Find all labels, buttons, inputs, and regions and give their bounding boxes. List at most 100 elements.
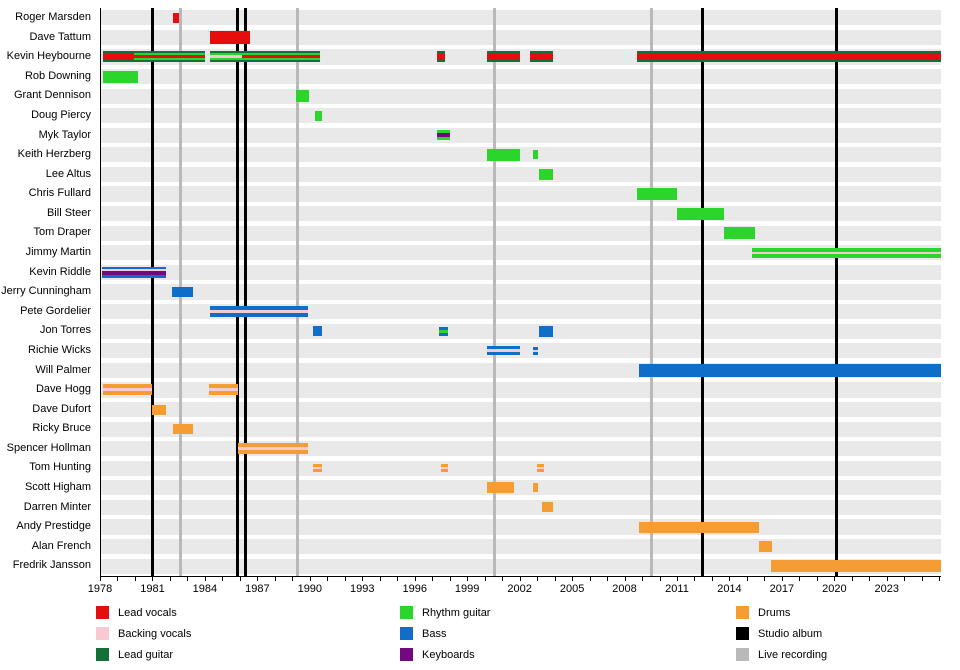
stripe-darkgreen: [636, 51, 941, 55]
stripe-darkgreen: [487, 59, 520, 63]
stripe-darkgreen: [210, 51, 242, 54]
row-band: [100, 186, 941, 202]
row-band: [100, 382, 941, 398]
stripe-darkgreen: [530, 59, 553, 63]
stripe-darkgreen: [636, 59, 941, 63]
stripe-pink: [440, 467, 448, 470]
stripe-darkgreen: [134, 51, 205, 54]
y-axis-line: [100, 8, 101, 577]
row-band: [100, 558, 941, 574]
stripe-blue: [639, 363, 941, 377]
legend-swatch-rhythm-guitar: [400, 606, 413, 619]
member-label: Lee Altus: [45, 167, 91, 180]
axis-tick: [834, 577, 836, 581]
stripe-darkgreen: [134, 60, 205, 63]
axis-tick: [134, 577, 136, 581]
axis-tick: [554, 577, 556, 581]
axis-tick-label: 1990: [297, 583, 323, 595]
row-band: [100, 264, 941, 280]
stripe-green: [210, 58, 242, 61]
bar-andy-prestidge: [639, 521, 760, 533]
stripe-darkgreen: [487, 51, 520, 55]
axis-tick: [152, 577, 154, 581]
axis-tick: [659, 577, 661, 581]
axis-tick: [484, 577, 486, 581]
stripe-red: [102, 54, 135, 60]
axis-tick: [642, 577, 644, 581]
stripe-red: [172, 12, 179, 23]
stripe-red: [636, 54, 941, 60]
axis-tick-label: 2023: [874, 583, 900, 595]
axis-tick-label: 2002: [507, 583, 532, 595]
stripe-pink: [209, 388, 239, 392]
axis-tick: [117, 577, 119, 581]
member-label: Chris Fullard: [28, 187, 91, 200]
stripe-orange: [102, 384, 153, 389]
axis-tick: [397, 577, 399, 581]
member-label: Scott Higham: [24, 481, 91, 494]
member-label: Kevin Riddle: [29, 265, 91, 278]
bar-bill-steer: [676, 207, 725, 220]
bar-fredrik-jansson: [771, 560, 941, 573]
axis-tick: [274, 577, 276, 581]
row-band: [100, 284, 941, 300]
stripe-green: [210, 53, 242, 56]
stripe-purple: [101, 270, 167, 275]
member-label: Will Palmer: [35, 363, 91, 376]
bar-tom-hunting: [537, 464, 545, 473]
member-label: Jon Torres: [39, 324, 91, 337]
axis-tick: [309, 577, 311, 581]
stripe-darkgreen: [241, 60, 321, 63]
axis-tick: [764, 577, 766, 581]
stripe-green: [437, 137, 450, 141]
bar-tom-hunting: [313, 464, 323, 473]
legend-swatch-keyboards: [400, 648, 413, 661]
bar-lee-altus: [538, 168, 553, 180]
bar-kevin-heybourne: [134, 51, 205, 63]
stripe-green: [752, 247, 941, 252]
bar-dave-tattum: [210, 30, 251, 44]
row-band: [100, 401, 941, 418]
stripe-orange: [209, 384, 239, 389]
axis-tick: [467, 577, 469, 581]
row-band: [100, 421, 941, 437]
bar-grant-dennison: [295, 90, 309, 103]
studio-album-line: [235, 8, 239, 576]
stripe-orange: [152, 404, 167, 415]
member-label: Dave Dufort: [32, 402, 91, 415]
bar-kevin-heybourne: [437, 51, 446, 63]
axis-tick: [851, 577, 853, 581]
stripe-pink: [532, 349, 538, 352]
member-label: Darren Minter: [23, 500, 91, 513]
row-band: [100, 10, 941, 26]
axis-tick: [502, 577, 504, 581]
member-label: Rob Downing: [24, 69, 91, 82]
row-band: [100, 147, 941, 163]
bar-doug-piercy: [315, 110, 323, 121]
bar-kevin-heybourne: [210, 51, 242, 63]
stripe-darkgreen: [210, 60, 242, 63]
axis-tick: [904, 577, 906, 581]
stripe-blue: [101, 274, 167, 278]
stripe-pink: [313, 467, 323, 470]
stripe-green: [103, 70, 139, 83]
bar-jimmy-martin: [752, 247, 941, 258]
stripe-orange: [313, 464, 323, 468]
stripe-green: [241, 53, 321, 56]
stripe-green: [134, 58, 205, 61]
member-label: Bill Steer: [46, 206, 91, 219]
stripe-blue: [210, 313, 309, 318]
stripe-orange: [238, 443, 309, 448]
axis-tick-label: 1987: [245, 583, 270, 595]
stripe-orange: [537, 464, 545, 468]
axis-tick: [781, 577, 783, 581]
stripe-green: [752, 253, 941, 258]
stripe-blue: [171, 287, 193, 297]
stripe-orange: [537, 469, 545, 473]
bar-kevin-riddle: [101, 266, 167, 278]
stripe-darkgreen: [437, 59, 446, 63]
axis-tick: [100, 577, 101, 581]
bar-spencer-hollman: [238, 443, 309, 455]
stripe-blue: [487, 346, 520, 350]
bar-richie-wicks: [532, 346, 538, 355]
